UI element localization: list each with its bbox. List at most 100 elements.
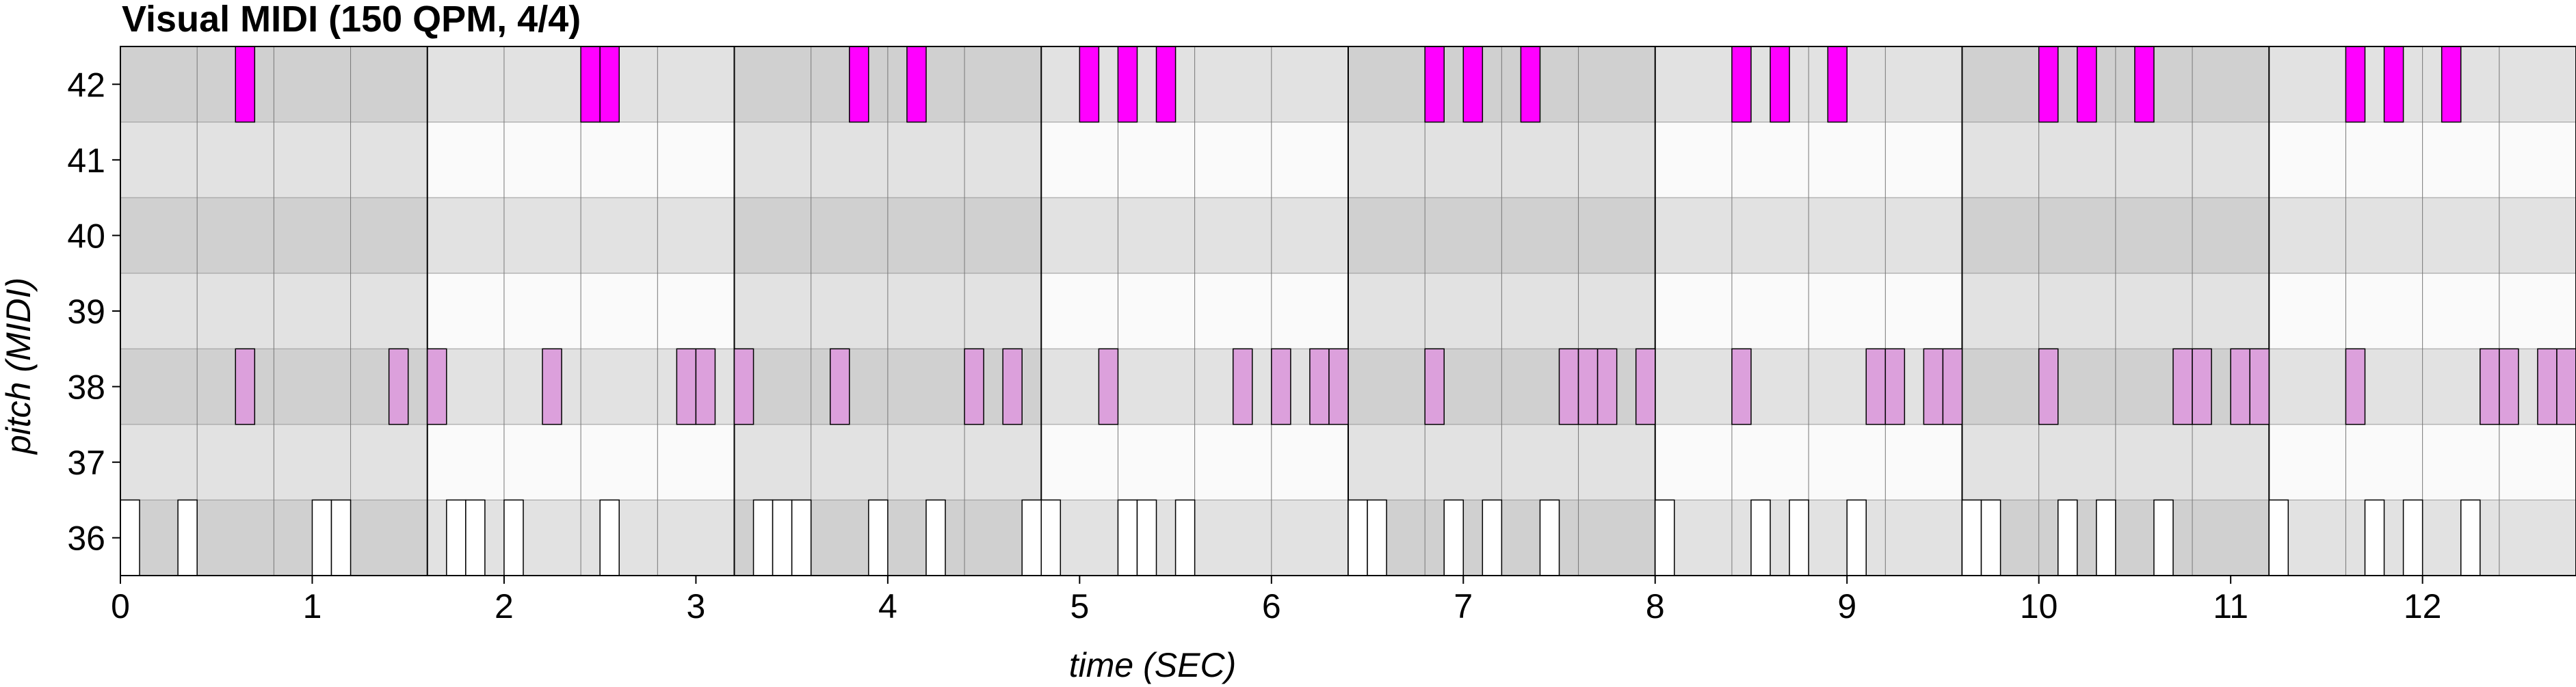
y-axis-label: pitch (MIDI)	[0, 278, 38, 455]
note-pitch-38	[2537, 348, 2558, 425]
note-pitch-38	[1271, 348, 1291, 425]
note-pitch-38	[1558, 348, 1579, 425]
x-tick-label: 7	[1454, 587, 1473, 625]
note-pitch-36	[2402, 499, 2423, 576]
note-pitch-38	[1328, 348, 1349, 425]
note-pitch-36	[1655, 499, 1675, 576]
note-pitch-38	[2038, 348, 2059, 425]
note-pitch-38	[1731, 348, 1752, 425]
note-pitch-38	[1923, 348, 1944, 425]
note-pitch-42	[1731, 46, 1752, 123]
note-pitch-38	[733, 348, 754, 425]
note-pitch-42	[1520, 46, 1541, 123]
note-pitch-42	[235, 46, 256, 123]
note-pitch-38	[542, 348, 562, 425]
note-pitch-36	[1040, 499, 1062, 576]
note-pitch-38	[829, 348, 850, 425]
note-pitch-42	[2441, 46, 2462, 123]
note-pitch-38	[2556, 348, 2576, 425]
note-pitch-36	[120, 499, 140, 576]
y-tick-label: 36	[67, 520, 105, 558]
note-pitch-36	[1961, 499, 1982, 576]
note-pitch-42	[2077, 46, 2097, 123]
y-tick-label: 41	[67, 142, 105, 180]
note-pitch-36	[772, 499, 793, 576]
y-tick-label: 37	[67, 444, 105, 482]
x-tick-label: 5	[1070, 587, 1089, 625]
note-pitch-36	[1443, 499, 1464, 576]
note-pitch-36	[925, 499, 946, 576]
note-pitch-36	[2460, 499, 2481, 576]
y-axis-ticks: 36 37 38 39 40 41 42	[67, 66, 120, 558]
y-tick-label: 38	[67, 368, 105, 407]
note-pitch-38	[1884, 348, 1906, 425]
note-pitch-36	[868, 499, 889, 576]
note-pitch-42	[2038, 46, 2059, 123]
note-pitch-38	[1596, 348, 1618, 425]
note-pitch-38	[2249, 348, 2270, 425]
note-pitch-38	[2172, 348, 2193, 425]
note-pitch-36	[2153, 499, 2174, 576]
note-pitch-36	[177, 499, 198, 576]
note-pitch-36	[1846, 499, 1867, 576]
note-pitch-38	[1635, 348, 1656, 425]
note-pitch-42	[1424, 46, 1445, 123]
x-tick-label: 4	[878, 587, 897, 625]
x-tick-label: 1	[303, 587, 322, 625]
y-tick-label: 42	[67, 66, 105, 104]
note-pitch-36	[1136, 499, 1157, 576]
note-pitch-36	[2096, 499, 2116, 576]
note-pitch-38	[2345, 348, 2366, 425]
note-pitch-38	[1577, 348, 1599, 425]
note-pitch-36	[1539, 499, 1560, 576]
note-pitch-36	[503, 499, 524, 576]
note-pitch-38	[1309, 348, 1330, 425]
y-tick-label: 39	[67, 293, 105, 331]
note-pitch-36	[1789, 499, 1809, 576]
note-pitch-38	[1865, 348, 1887, 425]
note-pitch-36	[465, 499, 486, 576]
y-tick-label: 40	[67, 217, 105, 255]
note-pitch-42	[1827, 46, 1848, 123]
note-pitch-38	[1002, 348, 1023, 425]
note-pitch-36	[1482, 499, 1503, 576]
note-pitch-38	[1098, 348, 1119, 425]
chart-title: Visual MIDI (150 QPM, 4/4)	[122, 0, 581, 40]
notes-layer	[120, 46, 2576, 576]
note-pitch-38	[2192, 348, 2212, 425]
note-pitch-36	[446, 499, 466, 576]
note-pitch-38	[388, 348, 409, 425]
x-axis-label: time (SEC)	[1069, 646, 1236, 684]
note-pitch-36	[752, 499, 774, 576]
note-pitch-42	[1462, 46, 1484, 123]
note-pitch-42	[1770, 46, 1790, 123]
note-pitch-38	[427, 348, 447, 425]
note-pitch-36	[2268, 499, 2289, 576]
x-tick-label: 2	[495, 587, 514, 625]
note-pitch-42	[2345, 46, 2366, 123]
note-pitch-42	[2134, 46, 2155, 123]
note-pitch-38	[1942, 348, 1963, 425]
x-tick-label: 10	[2020, 587, 2058, 625]
x-tick-label: 8	[1646, 587, 1665, 625]
note-pitch-42	[2383, 46, 2404, 123]
x-tick-label: 0	[111, 587, 130, 625]
note-pitch-36	[2057, 499, 2078, 576]
note-pitch-36	[599, 499, 620, 576]
note-pitch-38	[695, 348, 716, 425]
note-pitch-42	[599, 46, 620, 123]
note-pitch-36	[791, 499, 812, 576]
note-pitch-36	[1367, 499, 1387, 576]
note-pitch-36	[1980, 499, 2001, 576]
note-pitch-42	[849, 46, 869, 123]
note-pitch-42	[580, 46, 601, 123]
x-tick-label: 11	[2213, 587, 2248, 625]
note-pitch-36	[330, 499, 352, 576]
note-pitch-42	[1155, 46, 1177, 123]
note-pitch-38	[964, 348, 984, 425]
note-pitch-36	[1348, 499, 1368, 576]
note-pitch-36	[311, 499, 332, 576]
note-pitch-36	[1174, 499, 1196, 576]
x-tick-label: 6	[1262, 587, 1281, 625]
